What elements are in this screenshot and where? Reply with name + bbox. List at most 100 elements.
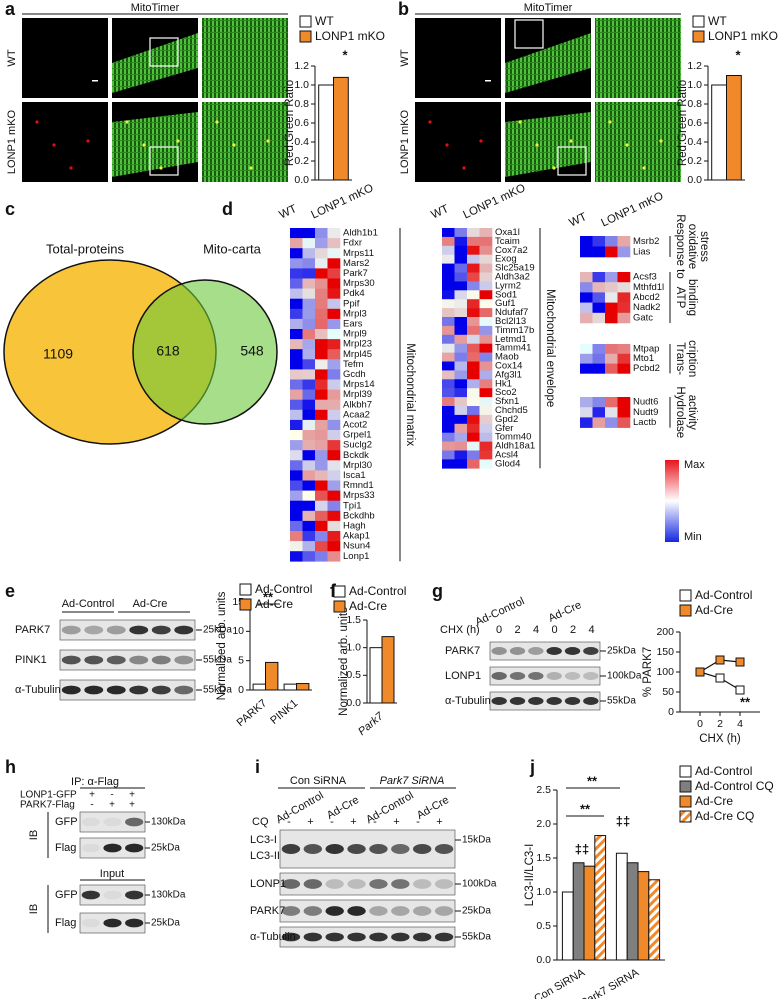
blot-label: GFP [55,889,78,901]
band [369,879,388,889]
heat-cell [479,388,493,398]
heat-cell [479,245,493,255]
heat-cell [442,450,455,460]
heat-cell [442,290,455,300]
band [583,697,599,705]
fiber [505,112,591,177]
heat-cell [315,409,328,421]
y-axis-label: Red:Green Ratio [284,80,296,166]
label: IB [28,830,40,840]
gene: Msrb2 [633,236,659,247]
heat-cell [290,510,303,522]
gene: Sfxn1 [495,396,519,407]
heat-cell [290,500,303,512]
heat-cell [302,460,316,471]
heat-cell [592,417,606,428]
heat-cell [315,329,328,340]
bar [333,76,349,181]
heat-cell [580,417,593,428]
heat-cell [315,379,328,390]
heat-cell [315,531,328,542]
y-tick-label: 1.0 [294,79,309,91]
heat-cell [302,308,316,320]
heat-cell [302,329,316,340]
blot-label: LC3-II [250,850,280,862]
heat-cell [315,238,328,249]
heat-cell [315,308,328,320]
micrograph [22,102,108,182]
heat-cell [290,268,303,279]
label: - [90,800,93,811]
heat-cell [302,419,316,431]
heat-cell [327,369,341,380]
heat-cell [467,397,480,407]
heat-cell [442,441,455,451]
legend-swatch [679,589,692,602]
point [735,685,745,695]
heat-cell [479,423,493,433]
bar [648,879,661,961]
gene: Nudt9 [633,407,658,418]
gene: Letmd1 [495,334,527,345]
heat-cell [479,414,493,425]
heat-cell [302,268,316,279]
legend-label: LONP1 mKO [708,29,778,43]
gene: Gcdh [343,369,366,380]
heat-cell [315,470,328,481]
band [528,697,544,705]
band [125,817,144,827]
heat-cell [442,325,455,336]
heat-cell [605,236,618,247]
heat-cell [290,430,303,441]
spot [552,166,556,170]
y-tick-label: 0 [668,706,674,718]
heat-cell [315,541,328,552]
heat-cell [302,238,316,249]
y-tick-label: 0 [238,684,244,696]
heat-cell [302,389,316,400]
label: 618 [156,343,180,359]
gene: Alkbh7 [343,399,372,410]
heat-cell [302,399,316,411]
heat-cell [290,238,303,249]
band [434,932,454,942]
heat-cell [442,343,455,353]
heat-cell [302,531,316,542]
gene: Tefm [343,359,364,370]
fiber [505,33,591,93]
zoom-box [149,146,179,176]
label: Ad-Control [62,598,115,610]
heat-cell [617,236,631,247]
micrograph [415,102,501,182]
annotation: ** [580,801,591,816]
heat-cell [327,318,341,330]
heat-cell [302,349,316,360]
gene: Lias [633,246,651,257]
heat-cell [290,399,303,411]
band [125,843,144,853]
heat-cell [327,541,341,552]
gene: Aldh1b1 [343,228,378,239]
heat-cell [454,459,468,469]
heat-cell [302,288,316,299]
heat-cell [580,363,593,374]
fiber [112,33,198,93]
heat-cell [580,302,593,314]
heat-cell [290,470,303,481]
heat-cell [327,510,341,522]
heat-cell [442,423,455,433]
group-label: Mitochondrial envelope [544,289,556,407]
row-label: LONP1 mKO [6,109,18,174]
gene: Tamm41 [495,343,531,354]
gene: Mrpl45 [343,349,372,360]
gene: Bcl2l13 [495,316,526,327]
y-tick-label: 15 [232,596,244,608]
heat-cell [290,339,303,350]
zoom-box [557,146,587,176]
heat-cell [454,308,468,318]
heat-cell [290,379,303,390]
heat-cell [327,460,341,471]
legend-label: Ad-Control [695,588,752,602]
color-scale [665,460,679,542]
